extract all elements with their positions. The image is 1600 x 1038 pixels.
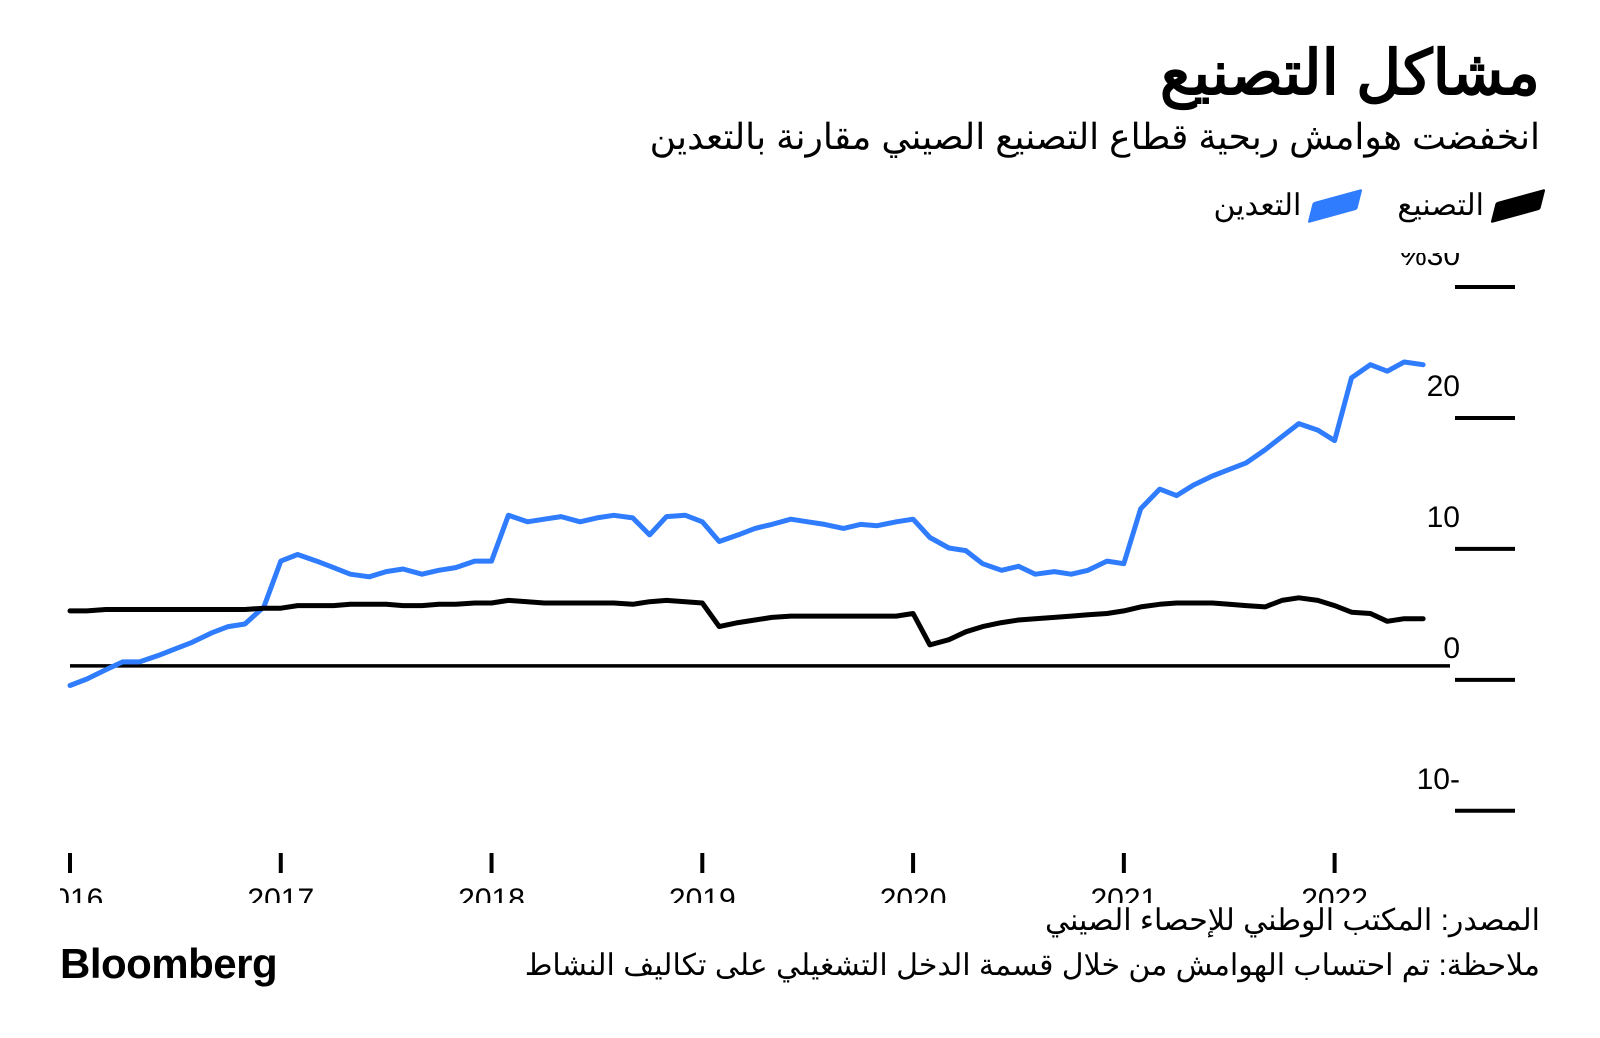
source-line: المصدر: المكتب الوطني للإحصاء الصيني [525,898,1540,943]
chart-svg: -1001020%302016201720182019202020212022 [60,253,1540,903]
ytick-label: -10 [1417,763,1460,796]
legend-label: التعدين [1213,188,1301,223]
chart-subtitle: انخفضت هوامش ربحية قطاع التصنيع الصيني م… [60,116,1540,158]
legend-item-mining: التعدين [1213,188,1357,223]
chart-area: -1001020%302016201720182019202020212022 [60,253,1540,903]
legend-item-manufacturing: التصنيع [1397,188,1540,223]
chart-title: مشاكل التصنيع [60,40,1540,108]
brand-logo: Bloomberg [60,940,277,988]
series-التصنيع [70,598,1423,645]
note-line: ملاحظة: تم احتساب الهوامش من خلال قسمة ا… [525,943,1540,988]
ytick-label: %30 [1400,253,1460,272]
legend-label: التصنيع [1397,188,1484,223]
ytick-label: 20 [1427,370,1460,403]
footer-text: المصدر: المكتب الوطني للإحصاء الصيني ملا… [525,898,1540,988]
ytick-label: 0 [1443,632,1460,665]
ytick-label: 10 [1427,501,1460,534]
legend-swatch [1491,188,1546,223]
series-التعدين [70,362,1423,686]
legend: التصنيع التعدين [60,188,1540,223]
legend-swatch [1308,188,1363,223]
